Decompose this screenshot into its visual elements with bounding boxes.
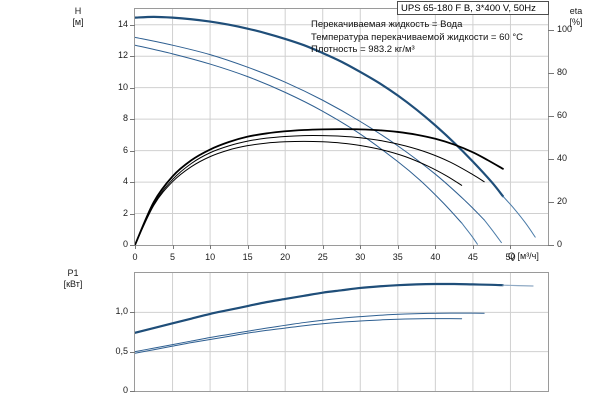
annotation-density: Плотность = 983.2 кг/м³ (311, 44, 415, 55)
axis-tickmark (130, 312, 135, 314)
axis-tickmark (130, 391, 135, 392)
head-axis-symbol: H (74, 6, 82, 16)
axis-tickmark (135, 245, 136, 249)
axis-tickmark (130, 119, 135, 121)
axis-tickmark (210, 245, 212, 249)
flow-tick-20: 20 (280, 252, 291, 262)
pump-model-title: UPS 65-180 F B, 3*400 V, 50Hz (397, 1, 549, 15)
flow-tick-30: 30 (355, 252, 366, 262)
axis-tickmark (548, 116, 554, 118)
flow-tick-10: 10 (205, 252, 216, 262)
axis-tickmark (548, 159, 554, 161)
liquid-annotations: Перекачиваемая жидкость = Вода Температу… (311, 19, 523, 57)
axis-tickmark (130, 24, 135, 26)
axis-tickmark (322, 245, 324, 249)
head-tick-10: 10 (117, 81, 128, 92)
head-tick-0: 0 (122, 239, 128, 249)
head-tick-12: 12 (117, 50, 128, 61)
axis-tickmark (548, 73, 554, 75)
power-tick-0: 0 (122, 385, 128, 395)
head-axis-unit: [м] (72, 17, 84, 27)
axis-tickmark (435, 245, 437, 249)
efficiency-tick-20: 20 (557, 196, 568, 207)
axis-tickmark (510, 245, 512, 249)
flow-tick-5: 5 (170, 252, 176, 262)
axis-tickmark (130, 150, 135, 152)
axis-tickmark (172, 245, 174, 249)
annotation-pumped-liquid: Перекачиваемая жидкость = Вода (311, 19, 463, 30)
axis-tickmark (397, 245, 399, 249)
power-axis-symbol: P1 (67, 268, 79, 278)
flow-tick-40: 40 (430, 252, 441, 262)
power-axis-title: P1 [кВт] (48, 268, 98, 290)
axis-tickmark (548, 30, 554, 32)
axis-tickmark (130, 245, 135, 246)
efficiency-tick-100: 100 (557, 24, 573, 35)
axis-tickmark (247, 245, 249, 249)
axis-tickmark (130, 87, 135, 89)
flow-tick-45: 45 (467, 252, 478, 262)
head-efficiency-plot-area (134, 8, 549, 246)
head-efficiency-curves (135, 9, 548, 245)
head-tick-2: 2 (122, 207, 128, 218)
power-axis-unit: [кВт] (63, 279, 83, 289)
axis-tickmark (472, 245, 474, 249)
head-tick-4: 4 (122, 176, 128, 187)
head-tick-14: 14 (117, 18, 128, 29)
power-tick-0,5: 0,5 (115, 345, 128, 356)
flow-tick-25: 25 (317, 252, 328, 262)
power-plot-area (134, 272, 549, 392)
flow-tick-15: 15 (242, 252, 253, 262)
efficiency-tick-60: 60 (557, 110, 568, 121)
flow-tick-50: 50 (505, 252, 516, 262)
axis-tickmark (130, 182, 135, 184)
efficiency-tick-40: 40 (557, 153, 568, 164)
efficiency-axis-symbol: eta (569, 6, 583, 16)
axis-tickmark (130, 56, 135, 58)
efficiency-tick-0: 0 (557, 239, 563, 249)
power-tick-1,0: 1,0 (115, 306, 128, 317)
power-curves (135, 273, 548, 391)
axis-tickmark (548, 202, 554, 204)
head-axis-title: H [м] (58, 6, 98, 28)
flow-axis-title: Q [м³/ч] (508, 251, 539, 261)
axis-tickmark (285, 245, 287, 249)
flow-tick-35: 35 (392, 252, 403, 262)
efficiency-axis-unit: [%] (569, 17, 583, 27)
annotation-temperature: Температура перекачиваемой жидкости = 60… (311, 31, 523, 43)
axis-tickmark (360, 245, 362, 249)
axis-tickmark (130, 351, 135, 353)
head-tick-8: 8 (122, 113, 128, 124)
head-tick-6: 6 (122, 144, 128, 155)
flow-tick-0: 0 (132, 252, 138, 262)
axis-tickmark (548, 245, 554, 246)
efficiency-tick-80: 80 (557, 67, 568, 78)
efficiency-axis-title: eta [%] (556, 6, 596, 28)
axis-tickmark (130, 213, 135, 215)
